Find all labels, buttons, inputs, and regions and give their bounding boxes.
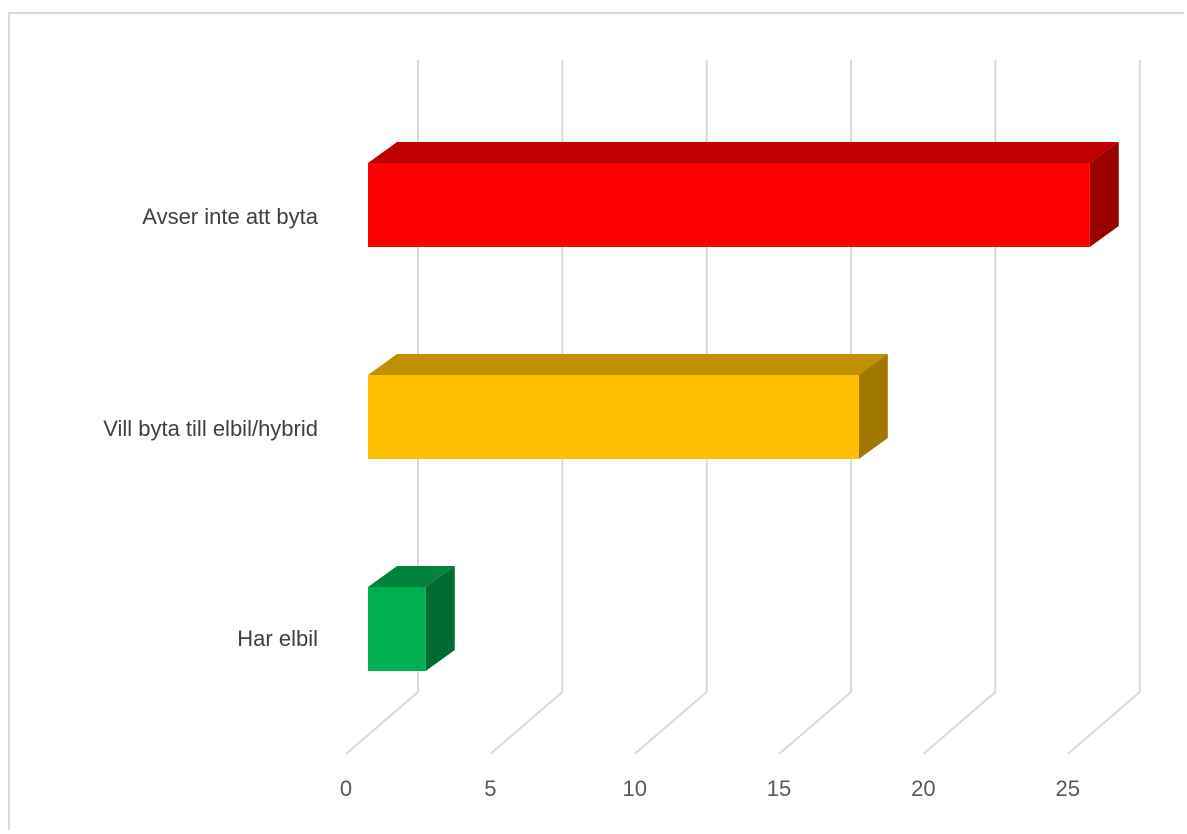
category-label: Har elbil [237,626,318,651]
bar-front-face [368,163,1090,247]
x-tick-label: 25 [1056,776,1080,801]
x-tick-label: 5 [484,776,496,801]
bar-2 [368,566,455,671]
x-tick-label: 15 [767,776,791,801]
category-label: Avser inte att byta [142,204,318,229]
category-labels: Avser inte att byta Vill byta till elbil/… [103,204,319,651]
gridline-floor [489,691,564,755]
bar-front-face [368,587,426,671]
bar-side-face [425,566,455,671]
bar-front-face [368,375,859,459]
bar-side-face [1089,142,1119,247]
x-tick-label: 10 [622,776,646,801]
gridline-floor [1067,691,1141,755]
bar-top-face [368,354,888,375]
bars [368,142,1119,671]
bar-0 [368,142,1119,247]
gridline-floor [778,691,852,755]
gridline-floor [922,691,997,755]
gridline-floor [634,691,708,755]
bar-1 [368,354,888,459]
x-tick-label: 20 [911,776,935,801]
bar-top-face [368,142,1119,163]
x-tick-label: 0 [340,776,352,801]
bar-top-face [368,566,455,587]
x-axis-tick-labels: 0 5 10 15 20 25 [340,776,1080,801]
category-label: Vill byta till elbil/hybrid [103,416,318,441]
bar-side-face [858,354,888,459]
gridline-floor [345,691,419,755]
